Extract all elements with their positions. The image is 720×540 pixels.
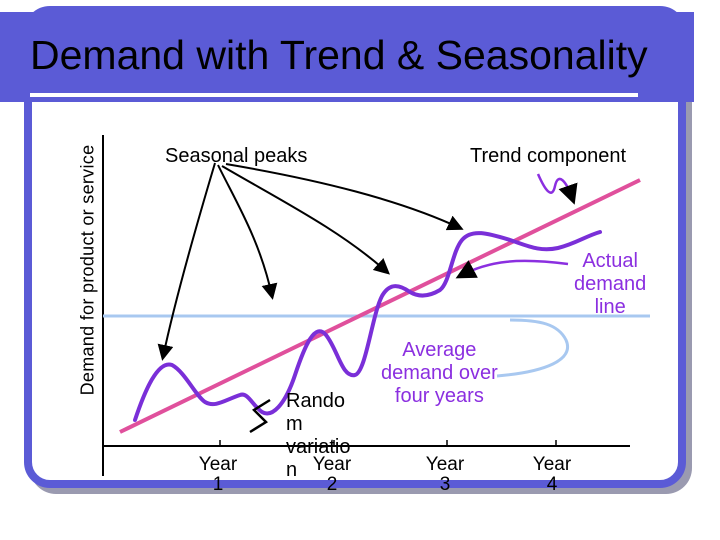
x-tick-label-bottom: 4 bbox=[546, 474, 558, 495]
x-tick-label-year-3: Year 3 bbox=[415, 455, 475, 495]
actual-demand-pointer bbox=[455, 259, 569, 279]
slide-title: Demand with Trend & Seasonality bbox=[30, 32, 648, 78]
actual-demand-line-label-line: Actual bbox=[582, 250, 638, 272]
actual-demand-line-label: Actual demand line bbox=[574, 250, 646, 319]
x-tick-label-top: Year bbox=[425, 454, 465, 475]
seasonal-peaks-label: Seasonal peaks bbox=[165, 145, 308, 167]
x-tick-label-top: Year bbox=[198, 454, 238, 475]
x-tick-label-bottom: 2 bbox=[326, 474, 338, 495]
random-variation-label: Rando m variatio n bbox=[286, 390, 350, 482]
x-tick-label-bottom: 1 bbox=[212, 474, 224, 495]
actual-demand-line-label-line: line bbox=[594, 296, 626, 318]
average-demand-label-line: Average bbox=[402, 339, 477, 361]
x-tick-label-year-2: Year 2 bbox=[302, 455, 362, 495]
seasonal-peak-arrow bbox=[221, 165, 390, 275]
x-tick-label-year-4: Year 4 bbox=[522, 455, 582, 495]
average-demand-label-line: demand over bbox=[381, 362, 498, 384]
random-variation-label-line: m bbox=[286, 413, 303, 435]
actual-demand-curve bbox=[133, 230, 602, 422]
random-variation-label-line: variatio bbox=[286, 436, 351, 458]
average-demand-label: Average demand over four years bbox=[381, 339, 498, 408]
x-tick-label-top: Year bbox=[312, 454, 352, 475]
trend-component-label: Trend component bbox=[470, 145, 627, 167]
random-variation-label-line: n bbox=[286, 459, 298, 481]
x-tick-label-top: Year bbox=[532, 454, 572, 475]
random-variation-label-line: Rando bbox=[286, 390, 345, 412]
random-variation-squiggle bbox=[249, 398, 271, 434]
title-underline bbox=[30, 93, 638, 97]
seasonal-peak-arrow bbox=[157, 162, 216, 361]
seasonal-peak-arrow bbox=[217, 164, 278, 300]
title-bar bbox=[0, 12, 694, 102]
trend-component-pointer bbox=[536, 173, 578, 205]
x-tick-label-bottom: 3 bbox=[439, 474, 451, 495]
x-tick-label-year-1: Year 1 bbox=[188, 455, 248, 495]
actual-demand-line-label-line: demand bbox=[574, 273, 647, 295]
seasonal-peak-arrow bbox=[225, 163, 464, 231]
average-demand-pointer bbox=[496, 318, 569, 378]
average-demand-label-line: four years bbox=[394, 385, 484, 407]
